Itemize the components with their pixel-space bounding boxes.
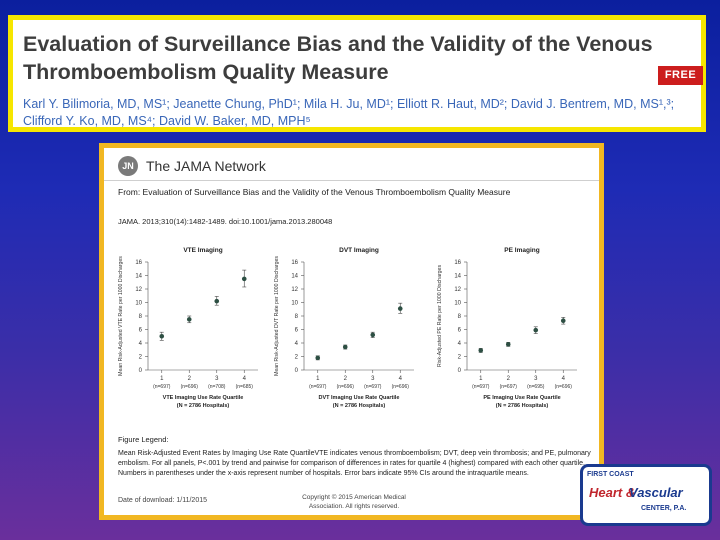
figure-card: JN The JAMA Network From: Evaluation of … <box>99 143 604 520</box>
y-tick-label: 2 <box>458 355 462 361</box>
y-tick-label: 12 <box>135 287 142 293</box>
data-point <box>214 298 220 304</box>
figure-legend-text: Mean Risk-Adjusted Event Rates by Imagin… <box>118 450 591 477</box>
data-point <box>505 342 511 347</box>
y-tick-label: 8 <box>295 314 299 320</box>
sample-size-label: (n=695) <box>527 384 545 390</box>
citation-line: JAMA. 2013;310(14):1482-1489. doi:10.100… <box>118 217 333 226</box>
y-tick-label: 4 <box>295 341 299 347</box>
header-divider <box>104 180 599 181</box>
article-title-card: Evaluation of Surveillance Bias and the … <box>8 15 706 132</box>
y-tick-label: 4 <box>458 341 462 347</box>
data-point <box>342 344 348 350</box>
x-tick-label: 2 <box>188 376 192 382</box>
article-title: Evaluation of Surveillance Bias and the … <box>23 32 653 84</box>
sample-size-label: (n=708) <box>208 384 226 390</box>
sample-size-label: (n=697) <box>472 384 490 390</box>
sample-size-label: (n=696) <box>555 384 573 390</box>
x-tick-label: 1 <box>316 376 320 382</box>
y-tick-label: 6 <box>458 328 462 334</box>
data-point <box>241 276 247 282</box>
network-name: The JAMA Network <box>146 158 266 174</box>
copyright-notice: Copyright © 2015 American Medical Associ… <box>302 494 406 510</box>
x-tick-label: 2 <box>507 376 511 382</box>
y-tick-label: 0 <box>295 368 299 374</box>
sample-size-label: (n=697) <box>364 384 382 390</box>
y-tick-label: 14 <box>454 274 461 280</box>
y-tick-label: 12 <box>291 287 298 293</box>
sample-size-label: (n=696) <box>392 384 410 390</box>
y-tick-label: 16 <box>291 260 298 266</box>
y-tick-label: 8 <box>458 314 462 320</box>
y-tick-label: 2 <box>295 355 299 361</box>
y-tick-label: 14 <box>135 274 142 280</box>
sample-size-label: (n=697) <box>500 384 518 390</box>
y-tick-label: 8 <box>139 314 143 320</box>
chart-title: PE Imaging <box>504 247 539 254</box>
jn-logo-icon: JN <box>118 156 138 176</box>
x-tick-label: 2 <box>344 376 348 382</box>
source-line: From: Evaluation of Surveillance Bias an… <box>118 187 511 197</box>
x-tick-label: 4 <box>243 376 247 382</box>
data-point <box>186 317 192 322</box>
data-point <box>159 333 165 339</box>
free-badge: FREE <box>658 66 703 85</box>
y-axis-label: Mean Risk-Adjusted VTE Rate per 1000 Dis… <box>118 256 124 376</box>
y-axis-label: Mean Risk-Adjusted DVT Rate per 1000 Dis… <box>274 256 280 376</box>
x-axis-label: PE Imaging Use Rate Quartile <box>483 395 560 401</box>
sample-size-label: (n=697) <box>309 384 327 390</box>
y-tick-label: 0 <box>458 368 462 374</box>
x-tick-label: 4 <box>399 376 403 382</box>
x-tick-label: 3 <box>215 376 219 382</box>
x-tick-label: 4 <box>562 376 566 382</box>
logo-line-first-coast: FIRST COAST <box>587 471 634 478</box>
y-tick-label: 0 <box>139 368 143 374</box>
y-tick-label: 10 <box>454 301 461 307</box>
author-list[interactable]: Karl Y. Bilimoria, MD, MS¹; Jeanette Chu… <box>23 97 675 128</box>
logo-vascular-text: Vascular <box>629 485 683 500</box>
x-axis-label: DVT Imaging Use Rate Quartile <box>319 395 400 401</box>
chart-title: DVT Imaging <box>339 247 379 254</box>
y-tick-label: 14 <box>291 274 298 280</box>
y-tick-label: 2 <box>139 355 143 361</box>
x-tick-label: 3 <box>534 376 538 382</box>
download-date: Date of download: 1/11/2015 <box>118 497 207 504</box>
y-axis-label: Risk-Adjusted PE Rate per 1000 Discharge… <box>437 265 443 367</box>
sample-size-label: (n=696) <box>181 384 199 390</box>
sample-size-label: (n=697) <box>153 384 171 390</box>
figure-legend-title: Figure Legend: <box>118 435 169 444</box>
y-tick-label: 16 <box>454 260 461 266</box>
data-point <box>478 348 484 353</box>
logo-heart-text: Heart & <box>589 485 636 500</box>
x-tick-label: 3 <box>371 376 375 382</box>
x-axis-sublabel: (N = 2786 Hospitals) <box>333 403 386 409</box>
data-point <box>397 306 403 311</box>
heart-vascular-center-logo: FIRST COAST Heart & Vascular CENTER, P.A… <box>580 464 712 526</box>
x-axis-sublabel: (N = 2786 Hospitals) <box>496 403 549 409</box>
logo-line-center: CENTER, P.A. <box>641 505 687 512</box>
data-point <box>315 355 321 361</box>
y-tick-label: 16 <box>135 260 142 266</box>
data-point <box>533 327 539 333</box>
y-tick-label: 6 <box>139 328 143 334</box>
x-axis-sublabel: (N = 2786 Hospitals) <box>177 403 230 409</box>
x-tick-label: 1 <box>160 376 164 382</box>
data-point <box>560 318 566 324</box>
x-axis-label: VTE Imaging Use Rate Quartile <box>163 395 244 401</box>
data-point <box>370 332 376 338</box>
y-tick-label: 6 <box>295 328 299 334</box>
chart-title: VTE Imaging <box>183 247 222 254</box>
y-tick-label: 10 <box>291 301 298 307</box>
x-tick-label: 1 <box>479 376 483 382</box>
sample-size-label: (n=685) <box>236 384 254 390</box>
y-tick-label: 4 <box>139 341 143 347</box>
sample-size-label: (n=696) <box>337 384 355 390</box>
y-tick-label: 10 <box>135 301 142 307</box>
jama-network-logo: JN The JAMA Network <box>118 154 266 178</box>
y-tick-label: 12 <box>454 287 461 293</box>
